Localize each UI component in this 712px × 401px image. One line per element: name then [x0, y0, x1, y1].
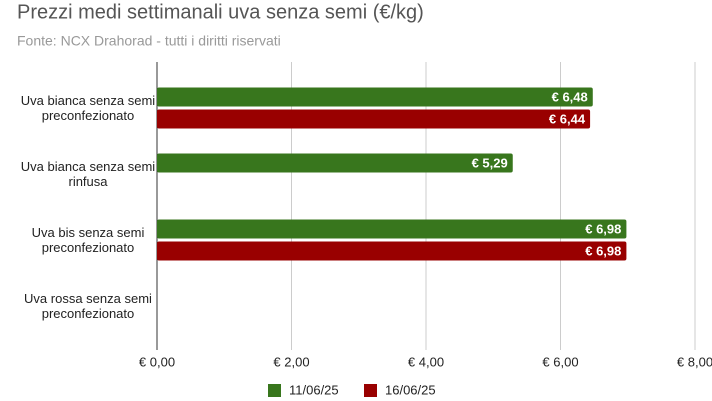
- value-label: € 6,48: [552, 89, 588, 104]
- bar: [157, 87, 593, 107]
- legend-swatch: [268, 384, 281, 397]
- x-tick-label: € 2,00: [273, 354, 309, 369]
- value-label: € 6,98: [585, 221, 621, 236]
- x-tick-label: € 6,00: [542, 354, 578, 369]
- value-label: € 5,29: [472, 155, 508, 170]
- legend-swatch: [364, 384, 377, 397]
- x-tick-label: € 4,00: [408, 354, 444, 369]
- bar: [157, 241, 627, 261]
- value-label: € 6,44: [549, 111, 586, 126]
- bar: [157, 109, 591, 129]
- legend-label: 11/06/25: [289, 382, 339, 397]
- legend-label: 16/06/25: [385, 382, 436, 397]
- y-tick-label: Uva bianca senza semi rinfusa: [20, 159, 156, 189]
- chart-subtitle: Fonte: NCX Drahorad - tutti i diritti ri…: [17, 33, 281, 49]
- y-tick-label: Uva bianca senza semi preconfezionato: [20, 93, 156, 123]
- value-label: € 6,98: [585, 243, 621, 258]
- bar: [157, 219, 627, 239]
- bar: [157, 153, 513, 173]
- x-tick-label: € 0,00: [139, 354, 175, 369]
- y-tick-label: Uva bis senza semi preconfezionato: [31, 225, 145, 255]
- x-tick-label: € 8,00: [677, 354, 712, 369]
- y-tick-label: Uva rossa senza semi preconfezionato: [24, 291, 152, 321]
- chart-title: Prezzi medi settimanali uva senza semi (…: [17, 1, 424, 23]
